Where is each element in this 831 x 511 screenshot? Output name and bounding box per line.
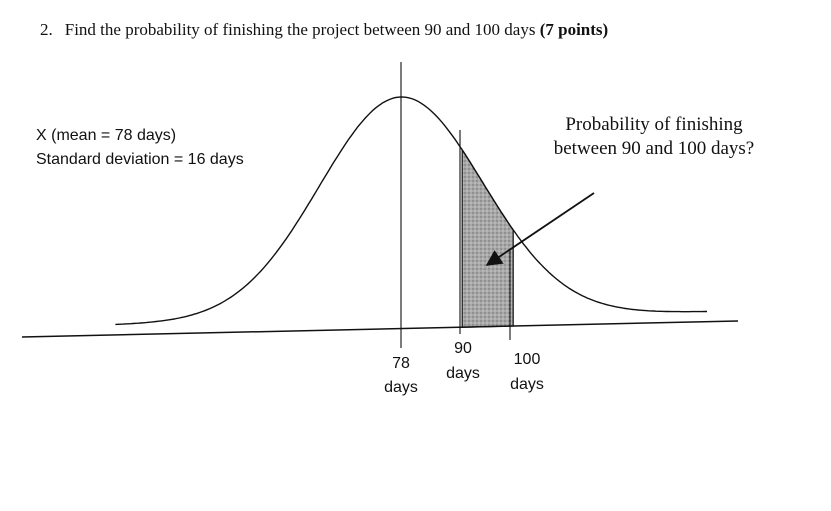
sd-annotation: Standard deviation = 16 days	[36, 151, 244, 168]
tick-label-78: 78	[392, 355, 410, 372]
baseline-axis	[21, 320, 739, 338]
tick-label-90: 90	[454, 340, 472, 357]
callout-line-1: Probability of finishing	[565, 114, 743, 135]
shaded-probability-region	[461, 147, 514, 328]
callout-line-2: between 90 and 100 days?	[554, 138, 755, 159]
tick-unit-78: days	[384, 379, 418, 396]
bell-curve	[115, 96, 707, 326]
tick-unit-100: days	[510, 376, 544, 393]
question-points: (7 points)	[539, 20, 609, 39]
tick-label-100: 100	[514, 351, 541, 368]
callout-arrow	[485, 192, 595, 266]
mean-annotation: X (mean = 78 days)	[36, 127, 176, 144]
question-body: Find the probability of finishing the pr…	[64, 20, 536, 39]
question-number: 2.	[40, 20, 53, 39]
tick-unit-90: days	[446, 365, 480, 382]
question-text: 2. Find the probability of finishing the …	[40, 20, 608, 40]
